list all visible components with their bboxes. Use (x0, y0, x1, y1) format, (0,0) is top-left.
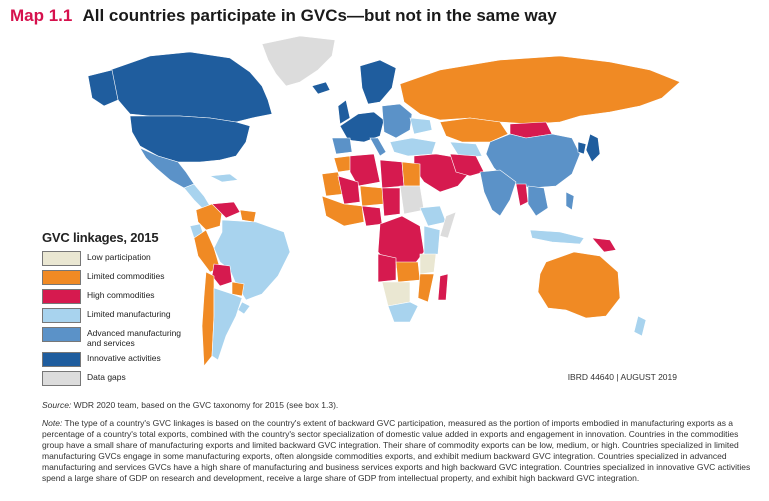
uruguay (237, 301, 251, 315)
korea (577, 141, 587, 155)
map-identifier: IBRD 44640 | AUGUST 2019 (567, 372, 677, 382)
mozambique (417, 273, 435, 303)
zambia (395, 261, 421, 283)
guianas (239, 209, 257, 223)
legend-label: Advanced manufacturing and services (87, 328, 182, 348)
canada (109, 51, 273, 123)
east-africa (423, 225, 441, 257)
morocco (333, 155, 353, 173)
legend-item: High commodities (42, 289, 202, 304)
legend-swatch (42, 352, 81, 367)
united-states (129, 115, 251, 163)
legend-swatch (42, 289, 81, 304)
note-label: Note: (42, 418, 63, 428)
legend-item: Innovative activities (42, 352, 202, 367)
southeast-asia (527, 185, 549, 217)
india (479, 169, 517, 217)
legend-swatch (42, 251, 81, 266)
legend-item: Limited commodities (42, 270, 202, 285)
legend-swatch (42, 270, 81, 285)
russia (399, 55, 681, 125)
legend-label: Innovative activities (87, 353, 161, 363)
western-europe (339, 111, 385, 143)
map-number: Map 1.1 (10, 6, 73, 25)
venezuela (211, 201, 241, 219)
legend-label: Low participation (87, 252, 151, 262)
greenland (261, 35, 336, 87)
new-zealand (633, 315, 647, 337)
algeria (349, 153, 381, 187)
namibia-botswana (381, 281, 411, 307)
legend-label: High commodities (87, 290, 155, 300)
china (485, 133, 581, 189)
angola (377, 253, 397, 283)
alaska (87, 69, 119, 107)
kazakhstan (439, 117, 509, 143)
papua-new-guinea (591, 237, 617, 253)
note-text: The type of a country's GVC linkages is … (42, 418, 751, 483)
brazil (213, 219, 291, 301)
nigeria (361, 205, 383, 227)
ukraine (409, 117, 433, 135)
source-label: Source: (42, 400, 72, 410)
legend-label: Limited commodities (87, 271, 165, 281)
legend-swatch (42, 327, 81, 342)
turkey (389, 137, 437, 157)
legend-item: Limited manufacturing (42, 308, 202, 323)
legend-swatch (42, 308, 81, 323)
niger (359, 185, 385, 207)
world-map-svg (87, 35, 681, 367)
ethiopia (419, 205, 447, 227)
source-text: WDR 2020 team, based on the GVC taxonomy… (73, 400, 339, 410)
indonesia (529, 229, 585, 245)
chile (201, 271, 215, 367)
chad (381, 187, 401, 217)
iran (449, 153, 485, 177)
sudan (399, 185, 425, 215)
paraguay (231, 281, 245, 297)
caribbean (208, 173, 239, 183)
legend-item: Data gaps (42, 371, 202, 386)
note-paragraph: Note: The type of a country's GVC linkag… (42, 418, 762, 484)
madagascar (437, 273, 449, 301)
source-line: Source: WDR 2020 team, based on the GVC … (42, 400, 762, 410)
iberia (331, 137, 353, 155)
egypt (401, 161, 421, 187)
legend-label: Data gaps (87, 372, 126, 382)
myanmar (515, 183, 529, 207)
west-africa (321, 195, 365, 227)
tanzania (419, 253, 437, 275)
scandinavia (359, 59, 397, 105)
eastern-europe (381, 103, 413, 139)
australia (537, 251, 621, 319)
map-title-text: All countries participate in GVCs—but no… (82, 6, 557, 25)
legend-swatch (42, 371, 81, 386)
somalia (439, 211, 457, 239)
legend-label: Limited manufacturing (87, 309, 171, 319)
legend-title: GVC linkages, 2015 (42, 230, 159, 245)
united-kingdom (337, 99, 351, 125)
map-title: Map 1.1 All countries participate in GVC… (10, 6, 760, 26)
legend-item: Low participation (42, 251, 202, 266)
argentina (211, 287, 243, 361)
legend-item: Advanced manufacturing and services (42, 327, 202, 348)
japan (585, 133, 601, 163)
world-map (0, 26, 769, 396)
south-africa (387, 301, 419, 323)
bolivia (211, 263, 233, 287)
legend: GVC linkages, 2015 Low participation Limi… (42, 230, 202, 390)
iceland (311, 81, 331, 95)
libya (379, 159, 405, 189)
central-asia (449, 141, 483, 159)
italy (369, 137, 387, 157)
mali (337, 175, 361, 205)
legend-items: Low participation Limited commodities High… (42, 251, 202, 386)
philippines (565, 191, 575, 211)
